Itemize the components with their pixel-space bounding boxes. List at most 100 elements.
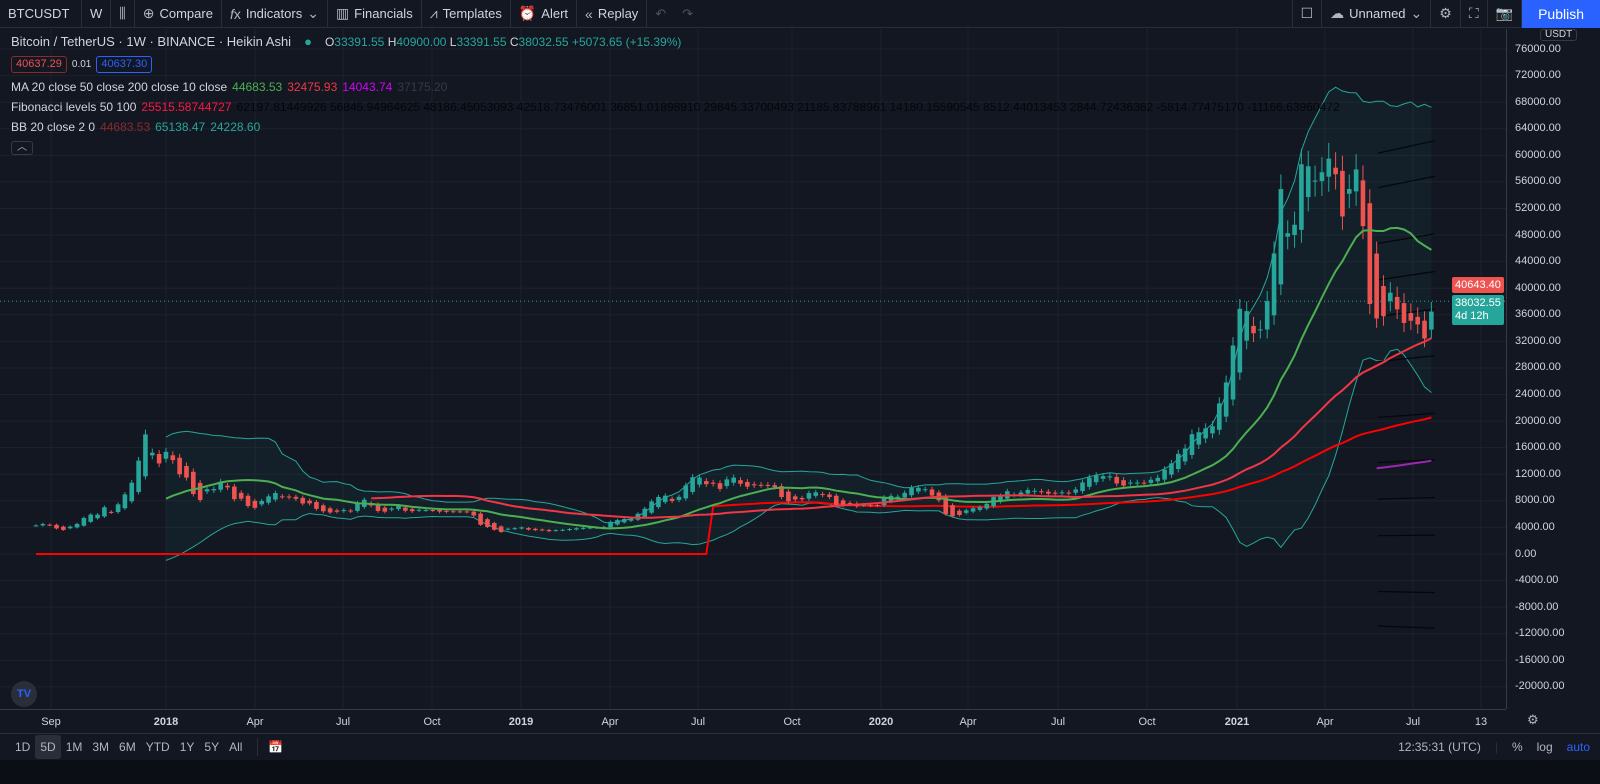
candle-body (184, 465, 189, 478)
templates-button[interactable]: ⩘ Templates (422, 0, 511, 28)
candle-body (861, 504, 866, 506)
snapshot-button[interactable]: 📷 (1488, 0, 1523, 28)
candle-body (799, 497, 805, 500)
candle-body (676, 496, 682, 500)
square-icon: ☐ (1300, 5, 1314, 21)
candle-body (690, 477, 695, 492)
candle-body (840, 500, 846, 506)
candle-body (170, 455, 176, 461)
compare-button[interactable]: ⊕ Compare (135, 0, 222, 28)
interval-button[interactable]: W (82, 0, 112, 28)
layout-select-button[interactable]: ☐ (1291, 0, 1323, 28)
candle-body (327, 508, 333, 513)
undo-icon: ↶ (655, 5, 667, 21)
price-tick-label: 76000.00 (1515, 42, 1561, 55)
log-toggle[interactable]: log (1536, 740, 1553, 754)
collapse-legend-button[interactable]: ︿ (11, 141, 33, 155)
time-axis[interactable]: Sep 2018 Apr Jul Oct 2019 Apr Jul Oct 2020 Apr Jul O… (0, 709, 1506, 733)
candle-body (1230, 345, 1236, 400)
tradingview-logo[interactable]: TV (11, 681, 37, 707)
candle-body (827, 494, 832, 498)
auto-toggle[interactable]: auto (1566, 740, 1590, 754)
range-1d[interactable]: 1D (15, 740, 31, 754)
fullscreen-button[interactable]: ⛶ (1461, 0, 1488, 28)
candle-body (704, 481, 709, 485)
candle-body (943, 496, 949, 515)
candle-body (1388, 292, 1393, 302)
candle-body (1175, 453, 1181, 470)
candle-body (81, 517, 87, 526)
range-6m[interactable]: 6M (119, 740, 136, 754)
fib-label: Fibonacci levels 50 100 (11, 100, 137, 114)
candle-body (1360, 180, 1366, 227)
price-chart[interactable] (0, 29, 1506, 709)
ma20-value: 44683.53 (232, 80, 283, 94)
candle-body (642, 508, 648, 517)
goto-date-calendar-icon[interactable]: 📅 (268, 740, 284, 754)
alert-button[interactable]: ⏰ Alert (511, 0, 578, 28)
time-tick-label: Sep (41, 716, 61, 728)
candle-body (232, 486, 237, 500)
candle-body (334, 510, 340, 512)
candle-body (1073, 489, 1078, 493)
bb-fill (166, 87, 1432, 561)
candle-body (416, 509, 422, 511)
market-open-icon: ● (304, 34, 312, 49)
range-all[interactable]: All (229, 740, 243, 754)
price-tick-label: 68000.00 (1515, 95, 1561, 108)
currency-label[interactable]: USDT (1540, 29, 1578, 41)
buy-button[interactable]: 40637.30 (96, 56, 153, 73)
axis-settings-gear-icon[interactable]: ⚙ (1527, 712, 1539, 727)
candle-body (950, 505, 955, 517)
price-tick-label: 52000.00 (1515, 201, 1561, 214)
range-5y[interactable]: 5Y (204, 740, 220, 754)
symbol-search[interactable]: BTCUSDT (0, 0, 82, 28)
financials-button[interactable]: ▥ Financials (328, 0, 422, 28)
sell-button[interactable]: 40637.29 (11, 56, 67, 73)
time-tick-label: Jul (1405, 716, 1421, 728)
candle-body (1394, 296, 1400, 310)
candle-body (450, 511, 456, 513)
redo-button[interactable]: ↷ (674, 0, 701, 28)
publish-button[interactable]: Publish (1522, 0, 1600, 28)
price-tick-label: -16000.00 (1515, 653, 1565, 666)
price-tag-red: 40643.40 (1452, 277, 1504, 293)
price-axis[interactable]: 76000.00 72000.00 68000.00 64000.00 60000.00… (1506, 29, 1600, 709)
percent-toggle[interactable]: % (1511, 740, 1523, 754)
chevron-down-icon: ⌄ (1410, 5, 1423, 21)
price-tick-label: 40000.00 (1515, 281, 1561, 294)
bb-legend[interactable]: BB 20 close 2 0 44683.53 65138.47 24228.… (11, 121, 1340, 133)
range-ytd[interactable]: YTD (145, 740, 170, 754)
candle-body (1080, 482, 1085, 492)
layout-name-button[interactable]: ☁ Unnamed ⌄ (1322, 0, 1432, 28)
candle-body (546, 529, 552, 532)
high-value: 40900.00 (396, 34, 447, 49)
chart-type-button[interactable]: ⫼ (111, 0, 135, 28)
range-5d[interactable]: 5D (35, 735, 61, 759)
candle-body (820, 494, 825, 496)
range-1y[interactable]: 1Y (179, 740, 195, 754)
chart-pane[interactable] (0, 29, 1600, 709)
fib-legend[interactable]: Fibonacci levels 50 100 25515.58744727 6… (11, 101, 1340, 113)
ma200-line (1376, 459, 1432, 470)
divider (257, 738, 259, 756)
ma200-value: 14043.74 (342, 80, 393, 94)
clock-time[interactable]: 12:35:31 (UTC) (1398, 740, 1481, 754)
range-1m[interactable]: 1M (65, 740, 83, 754)
replay-button[interactable]: « Replay (577, 0, 648, 28)
settings-button[interactable]: ⚙ (1431, 0, 1461, 28)
ma20-line (165, 226, 1432, 530)
candle-body (902, 492, 907, 498)
candle-body (628, 518, 634, 521)
indicators-button[interactable]: fx Indicators ⌄ (222, 0, 328, 28)
candle-body (751, 484, 757, 486)
alarm-clock-icon: ⏰ (518, 5, 537, 21)
candle-body (286, 496, 292, 498)
ma-legend[interactable]: MA 20 close 50 close 200 close 10 close … (11, 81, 1340, 93)
chevron-down-icon: ⌄ (307, 5, 319, 21)
range-3m[interactable]: 3M (92, 740, 110, 754)
undo-button[interactable]: ↶ (647, 0, 674, 28)
time-tick-label: 2019 (508, 716, 534, 728)
fib-level-line (1377, 496, 1436, 500)
candle-body (218, 481, 223, 490)
